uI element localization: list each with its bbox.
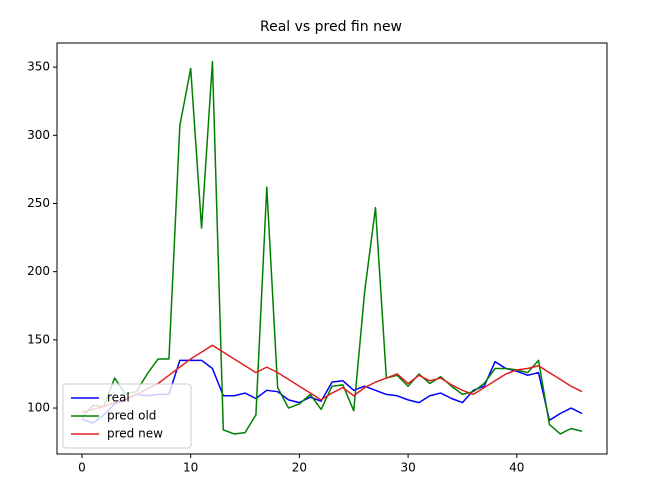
series-line	[81, 344, 583, 413]
x-tick-label: 30	[400, 461, 415, 475]
x-tick-label: 20	[292, 461, 307, 475]
legend-label: pred old	[107, 409, 156, 423]
y-tick-label: 350	[27, 60, 50, 74]
y-tick-label: 100	[27, 401, 50, 415]
series-line	[81, 60, 583, 435]
legend-label: pred new	[107, 427, 163, 441]
chart-title: Real vs pred fin new	[260, 19, 402, 35]
legend-label: real	[107, 391, 130, 405]
y-tick-label: 250	[27, 196, 50, 210]
y-tick-label: 150	[27, 332, 50, 346]
x-tick-label: 0	[78, 461, 86, 475]
legend: real pred old pred new	[62, 383, 192, 449]
y-tick-label: 200	[27, 264, 50, 278]
plot-frame	[56, 42, 608, 455]
legend-box	[62, 383, 192, 449]
x-tick-label: 40	[509, 461, 524, 475]
x-tick-label: 10	[183, 461, 198, 475]
y-tick-label: 300	[27, 128, 50, 142]
